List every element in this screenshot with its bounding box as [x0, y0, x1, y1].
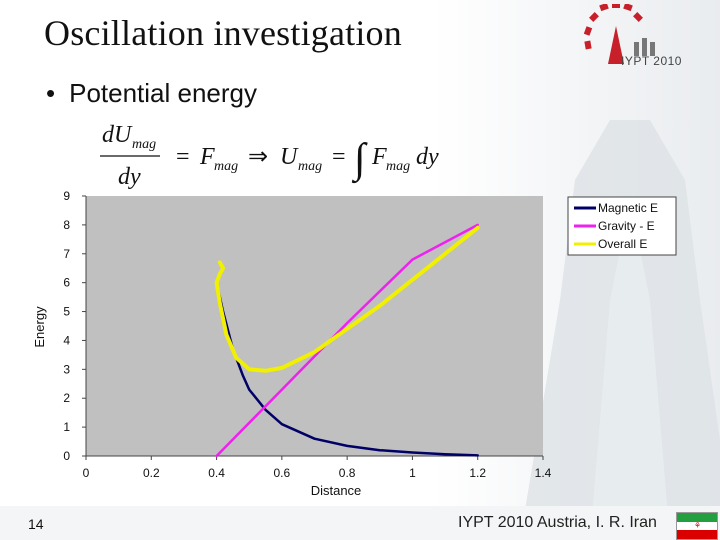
- y-tick-label: 8: [63, 218, 70, 232]
- iran-flag-icon: ⚘: [676, 512, 718, 540]
- iypt-logo: [583, 4, 655, 64]
- slide-number: 14: [28, 516, 44, 532]
- y-tick-label: 7: [63, 247, 70, 261]
- legend-label-overall: Overall E: [598, 237, 647, 251]
- svg-text:mag: mag: [386, 159, 410, 174]
- y-tick-labels: 0 1 2 3 4 5 6 7 8 9: [63, 189, 70, 463]
- energy-chart: 0 1 2 3 4 5 6 7 8 9 0 0.2 0.4 0.6 0.8 1 1.2 1.4 Energy D…: [32, 189, 677, 498]
- series-lines: [214, 223, 480, 458]
- energy-formula: dU mag dy = F mag ⇒ U mag = ∫ F mag dy: [100, 122, 439, 190]
- x-tick-label: 0.2: [143, 466, 160, 480]
- legend-label-magnetic: Magnetic E: [598, 201, 658, 215]
- svg-text:F: F: [199, 144, 215, 170]
- x-axis-label: Distance: [311, 483, 362, 498]
- y-tick-label: 1: [63, 420, 70, 434]
- svg-text:U: U: [280, 144, 299, 170]
- series-line-overall: [214, 225, 480, 373]
- bullet-text: Potential energy: [69, 78, 258, 108]
- plot-area: [86, 196, 543, 456]
- x-tick-label: 0.4: [208, 466, 225, 480]
- y-tick-label: 4: [63, 333, 70, 347]
- y-tick-label: 0: [63, 449, 70, 463]
- bullet-point: • Potential energy: [46, 78, 257, 109]
- x-tick-label: 0.6: [274, 466, 291, 480]
- x-tick-label: 0.8: [339, 466, 356, 480]
- x-tick-label: 1.2: [469, 466, 486, 480]
- y-tick-label: 9: [63, 189, 70, 203]
- svg-text:dy: dy: [118, 164, 141, 190]
- chart-legend: Magnetic E Gravity - E Overall E: [567, 196, 677, 256]
- series-line-gravity: [215, 223, 479, 458]
- svg-text:∫: ∫: [351, 136, 368, 184]
- footer-text: IYPT 2010 Austria, I. R. Iran: [458, 514, 657, 531]
- x-tick-label: 1.4: [535, 466, 552, 480]
- svg-text:dy: dy: [416, 144, 439, 170]
- y-axis-label: Energy: [32, 306, 47, 348]
- bullet-dot: •: [46, 78, 56, 108]
- svg-text:=: =: [176, 144, 190, 170]
- y-tick-label: 6: [63, 276, 70, 290]
- legend-label-gravity: Gravity - E: [598, 219, 655, 233]
- svg-text:dU: dU: [102, 122, 133, 148]
- svg-text:mag: mag: [214, 159, 238, 174]
- svg-text:=: =: [332, 144, 346, 170]
- y-tick-label: 3: [63, 362, 70, 376]
- x-tick-label: 1: [409, 466, 416, 480]
- svg-text:mag: mag: [132, 137, 156, 152]
- x-tick-label: 0: [83, 466, 90, 480]
- logo-text: IYPT 2010: [621, 54, 682, 68]
- svg-text:mag: mag: [298, 159, 322, 174]
- y-tick-label: 2: [63, 391, 70, 405]
- svg-text:⇒: ⇒: [248, 144, 268, 170]
- y-tick-label: 5: [63, 305, 70, 319]
- svg-text:F: F: [371, 144, 387, 170]
- slide-title: Oscillation investigation: [44, 13, 402, 53]
- x-tick-labels: 0 0.2 0.4 0.6 0.8 1 1.2 1.4: [83, 466, 552, 480]
